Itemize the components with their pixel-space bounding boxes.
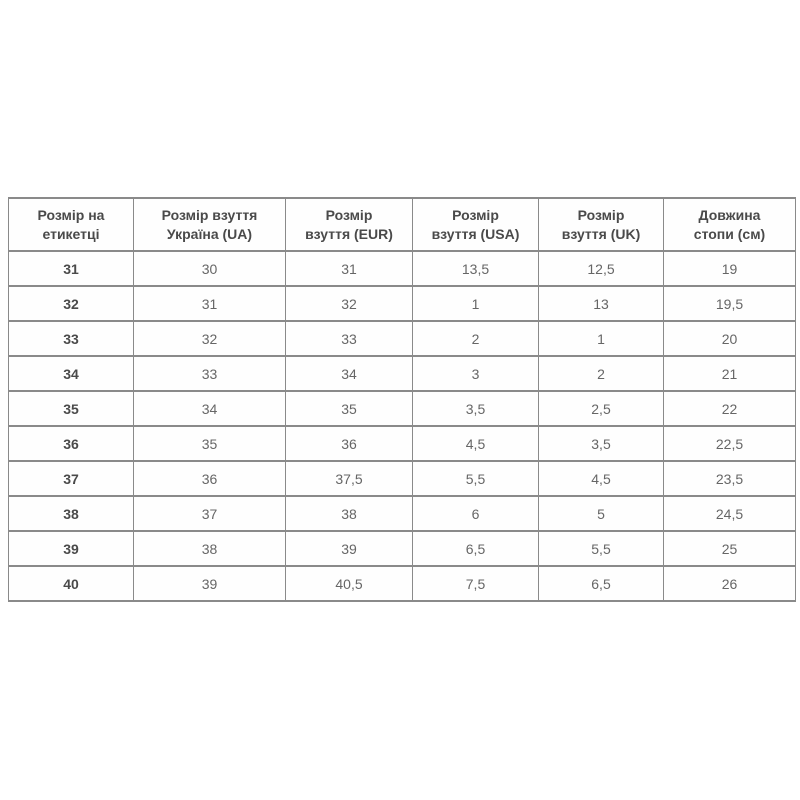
- label-size-cell: 40: [8, 565, 134, 602]
- size-value-cell: 19: [663, 250, 796, 287]
- size-value-cell: 7,5: [412, 565, 539, 602]
- column-header-0: Розмір на етикетці: [8, 197, 134, 252]
- table-row: 40 39 40,5 7,5 6,5 26: [8, 565, 796, 602]
- size-value-cell: 30: [133, 250, 286, 287]
- size-value-cell: 35: [133, 425, 286, 462]
- size-value-cell: 34: [133, 390, 286, 427]
- label-size-cell: 35: [8, 390, 134, 427]
- size-value-cell: 2,5: [538, 390, 664, 427]
- label-size-cell: 34: [8, 355, 134, 392]
- size-value-cell: 33: [133, 355, 286, 392]
- table-row: 32 31 32 1 13 19,5: [8, 285, 796, 322]
- label-size-cell: 32: [8, 285, 134, 322]
- size-value-cell: 38: [285, 495, 413, 532]
- size-value-cell: 1: [538, 320, 664, 357]
- size-value-cell: 6,5: [412, 530, 539, 567]
- size-value-cell: 21: [663, 355, 796, 392]
- column-header-line: Розмір: [577, 206, 625, 223]
- table-row: 35 34 35 3,5 2,5 22: [8, 390, 796, 427]
- size-value-cell: 3,5: [412, 390, 539, 427]
- size-value-cell: 19,5: [663, 285, 796, 322]
- size-value-cell: 12,5: [538, 250, 664, 287]
- column-header-line: Розмір: [452, 206, 499, 223]
- size-value-cell: 31: [133, 285, 286, 322]
- label-size-cell: 37: [8, 460, 134, 497]
- size-value-cell: 39: [133, 565, 286, 602]
- size-value-cell: 20: [663, 320, 796, 357]
- column-header-line: Розмір: [325, 206, 373, 223]
- label-size-cell: 39: [8, 530, 134, 567]
- size-value-cell: 22: [663, 390, 796, 427]
- column-header-1: Розмір взуття Україна (UA): [133, 197, 286, 252]
- column-header-line: взуття (UK): [561, 225, 641, 242]
- size-value-cell: 36: [285, 425, 413, 462]
- shoe-size-conversion-table: Розмір на етикетці Розмір взуття Україна (U…: [8, 197, 796, 602]
- size-value-cell: 1: [412, 285, 539, 322]
- table-row: 36 35 36 4,5 3,5 22,5: [8, 425, 796, 462]
- size-value-cell: 34: [285, 355, 413, 392]
- table-row: 38 37 38 6 5 24,5: [8, 495, 796, 532]
- size-value-cell: 40,5: [285, 565, 413, 602]
- size-value-cell: 4,5: [412, 425, 539, 462]
- column-header-2: Розмір взуття (EUR): [285, 197, 413, 252]
- table-row: 31 30 31 13,5 12,5 19: [8, 250, 796, 287]
- size-value-cell: 38: [133, 530, 286, 567]
- size-value-cell: 5: [538, 495, 664, 532]
- size-value-cell: 22,5: [663, 425, 796, 462]
- label-size-cell: 33: [8, 320, 134, 357]
- column-header-3: Розмір взуття (USA): [412, 197, 539, 252]
- size-value-cell: 36: [133, 460, 286, 497]
- size-value-cell: 6,5: [538, 565, 664, 602]
- size-value-cell: 32: [133, 320, 286, 357]
- size-value-cell: 37: [133, 495, 286, 532]
- table-row: 39 38 39 6,5 5,5 25: [8, 530, 796, 567]
- size-value-cell: 4,5: [538, 460, 664, 497]
- size-value-cell: 13: [538, 285, 664, 322]
- column-header-line: етикетці: [42, 225, 100, 242]
- size-value-cell: 26: [663, 565, 796, 602]
- size-value-cell: 13,5: [412, 250, 539, 287]
- column-header-line: стопи (см): [693, 225, 766, 242]
- size-value-cell: 37,5: [285, 460, 413, 497]
- column-header-5: Довжина стопи (см): [663, 197, 796, 252]
- size-value-cell: 32: [285, 285, 413, 322]
- label-size-cell: 31: [8, 250, 134, 287]
- size-value-cell: 5,5: [412, 460, 539, 497]
- table-header-row: Розмір на етикетці Розмір взуття Україна (U…: [8, 197, 796, 252]
- size-value-cell: 2: [538, 355, 664, 392]
- size-value-cell: 35: [285, 390, 413, 427]
- size-value-cell: 2: [412, 320, 539, 357]
- column-header-line: взуття (EUR): [305, 225, 393, 242]
- column-header-line: Розмір взуття: [161, 206, 258, 223]
- table-header: Розмір на етикетці Розмір взуття Україна (U…: [8, 197, 796, 252]
- size-value-cell: 31: [285, 250, 413, 287]
- size-value-cell: 33: [285, 320, 413, 357]
- label-size-cell: 38: [8, 495, 134, 532]
- size-value-cell: 3: [412, 355, 539, 392]
- column-header-line: Україна (UA): [166, 225, 253, 242]
- column-header-line: Розмір на: [37, 206, 105, 223]
- size-value-cell: 25: [663, 530, 796, 567]
- size-value-cell: 3,5: [538, 425, 664, 462]
- size-value-cell: 24,5: [663, 495, 796, 532]
- column-header-line: Довжина: [698, 206, 761, 223]
- column-header-4: Розмір взуття (UK): [538, 197, 664, 252]
- size-value-cell: 6: [412, 495, 539, 532]
- table-body: 31 30 31 13,5 12,5 19 32 31 32 1 13 19,5 33 32 33 2 1 20 3…: [8, 250, 796, 602]
- table-row: 37 36 37,5 5,5 4,5 23,5: [8, 460, 796, 497]
- size-value-cell: 39: [285, 530, 413, 567]
- size-value-cell: 5,5: [538, 530, 664, 567]
- size-value-cell: 23,5: [663, 460, 796, 497]
- table-row: 34 33 34 3 2 21: [8, 355, 796, 392]
- table-row: 33 32 33 2 1 20: [8, 320, 796, 357]
- column-header-line: взуття (USA): [431, 225, 520, 242]
- label-size-cell: 36: [8, 425, 134, 462]
